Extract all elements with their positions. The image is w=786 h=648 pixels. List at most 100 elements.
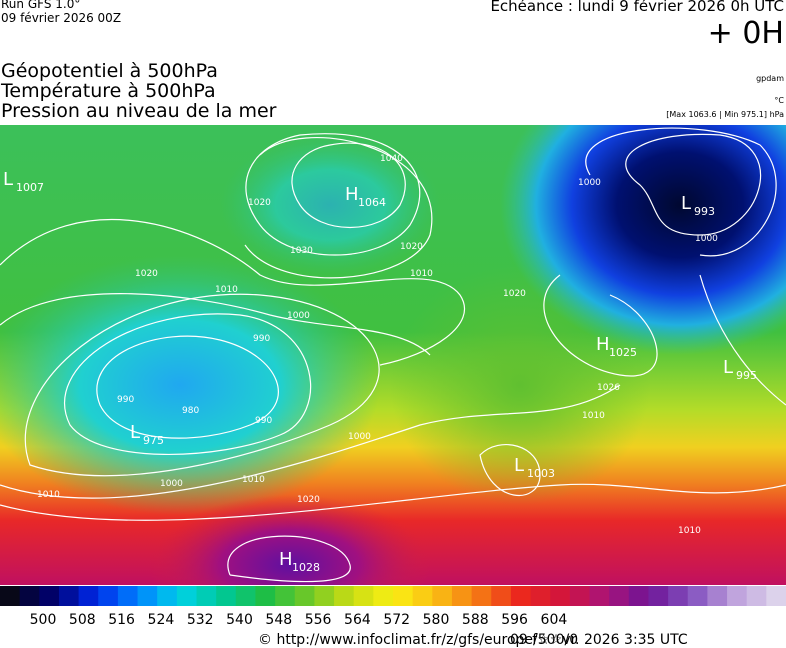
color-swatch — [432, 586, 453, 606]
forecast-time: Echéance : lundi 9 février 2026 0h UTC — [490, 0, 784, 15]
isobar-label: 990 — [117, 395, 134, 405]
color-swatch — [39, 586, 60, 606]
isobar-label: 1000 — [695, 234, 718, 244]
field — [0, 255, 380, 515]
color-swatch — [471, 586, 492, 606]
pressure-center: L 995 — [723, 357, 757, 382]
center-value: 993 — [694, 205, 715, 218]
color-swatch — [707, 586, 728, 606]
color-swatch — [393, 586, 414, 606]
isobar-label: 990 — [253, 334, 270, 344]
color-swatch — [550, 586, 571, 606]
color-swatch — [117, 586, 139, 606]
isobar-label: 1010 — [242, 475, 265, 485]
isobar-label: 990 — [255, 416, 272, 426]
field — [500, 125, 786, 355]
pressure-center: L 975 — [130, 422, 164, 447]
scale-label: 500 — [30, 612, 57, 628]
scale-label: 548 — [265, 612, 292, 628]
isobar-label: 1020 — [400, 242, 423, 252]
color-swatch — [766, 586, 786, 606]
isobar-label: 1010 — [678, 526, 701, 536]
color-swatch — [609, 586, 630, 606]
run-label: Run GFS 1.0° — [1, 0, 81, 11]
center-type: L — [3, 169, 13, 190]
color-swatch — [648, 586, 669, 606]
center-value: 1064 — [358, 196, 386, 209]
isobar-label: 1000 — [287, 311, 310, 321]
legend-title: Pression au niveau de la mer — [1, 100, 277, 122]
color-swatch — [255, 586, 276, 606]
isobars — [0, 127, 786, 583]
footer-timestamp: 09 f☆☆vr. 2026 3:35 UTC — [510, 632, 688, 648]
pressure-center: L 993 — [681, 193, 715, 218]
color-swatch — [510, 586, 532, 606]
color-swatch — [412, 586, 433, 606]
center-value: 975 — [143, 434, 164, 447]
scale-label: 580 — [423, 612, 450, 628]
center-value: 1003 — [527, 467, 555, 480]
color-swatch — [157, 586, 178, 606]
color-swatch — [569, 586, 590, 606]
isobar-label: 1000 — [160, 479, 183, 489]
color-swatch — [216, 586, 237, 606]
unit: gpdam — [756, 74, 784, 83]
run-date: 09 février 2026 00Z — [1, 11, 122, 25]
unit: °C — [774, 96, 784, 105]
color-swatch — [98, 586, 119, 606]
color-swatch — [58, 586, 80, 606]
isobar-label: 1020 — [503, 289, 526, 299]
color-swatch — [176, 586, 197, 606]
color-swatch — [78, 586, 99, 606]
color-swatch — [491, 586, 512, 606]
center-type: H — [345, 184, 359, 205]
center-type: L — [130, 422, 140, 443]
scale-label: 564 — [344, 612, 371, 628]
legend-title: Température à 500hPa — [1, 80, 216, 102]
pressure-center: H 1025 — [596, 334, 637, 359]
scale-label: 604 — [541, 612, 568, 628]
center-value: 1025 — [609, 346, 637, 359]
scale-label: 596 — [501, 612, 528, 628]
center-value: 1028 — [292, 561, 320, 574]
forecast-step: + 0H — [707, 16, 784, 51]
legend-title: Géopotentiel à 500hPa — [1, 60, 218, 82]
scale-label: 532 — [187, 612, 214, 628]
color-swatch — [746, 586, 767, 606]
color-swatch — [334, 586, 355, 606]
color-scale: 500 508 516 524 532 540 548 556 564 572 580 588 596 6… — [0, 586, 786, 648]
isobar-label: 1010 — [582, 411, 605, 421]
isobar-label: 1020 — [135, 269, 158, 279]
color-swatch — [353, 586, 374, 606]
isobar-label: 1020 — [297, 495, 320, 505]
scale-label: 556 — [305, 612, 332, 628]
center-type: L — [723, 357, 733, 378]
color-swatch — [628, 586, 649, 606]
isobar-label: 1040 — [380, 154, 403, 164]
color-swatch — [0, 586, 21, 606]
isobar-label: 980 — [182, 406, 199, 416]
center-type: H — [596, 334, 610, 355]
color-swatch — [530, 586, 551, 606]
scale-label: 524 — [148, 612, 175, 628]
isobar-label: 1010 — [410, 269, 433, 279]
color-swatch — [589, 586, 610, 606]
color-swatch — [687, 586, 708, 606]
color-swatch — [275, 586, 296, 606]
color-swatch — [235, 586, 256, 606]
pressure-center: H 1028 — [279, 549, 320, 574]
center-type: L — [681, 193, 691, 214]
scale-label: 540 — [226, 612, 253, 628]
footer-source: © http://www.infoclimat.fr/z/gfs/europe/… — [258, 632, 578, 648]
color-swatch — [727, 586, 748, 606]
isobar-label: 1010 — [37, 490, 60, 500]
color-swatch — [294, 586, 315, 606]
field — [220, 135, 440, 275]
color-swatch — [373, 586, 394, 606]
center-type: H — [279, 549, 293, 570]
isobar-label: 1010 — [215, 285, 238, 295]
center-value: 1007 — [16, 181, 44, 194]
isobar-label: 1026 — [597, 383, 620, 393]
